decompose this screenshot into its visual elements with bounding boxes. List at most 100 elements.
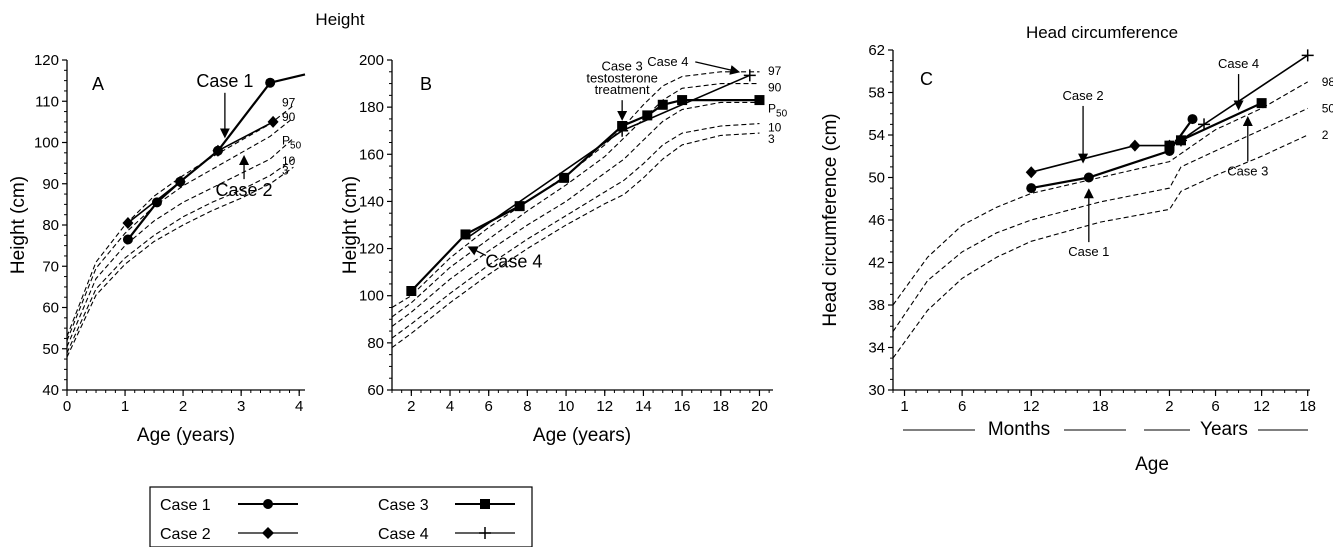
x-axis-title: Age (years) — [533, 425, 631, 446]
percentile-label-90: 90 — [282, 110, 296, 124]
series-line-case-2 — [127, 121, 274, 224]
data-point-case-3 — [559, 172, 570, 183]
y-tick-label: 140 — [359, 193, 384, 210]
y-tick-label: 70 — [42, 258, 59, 275]
data-point-case-3 — [1256, 98, 1267, 109]
y-tick-label: 50 — [42, 341, 59, 358]
height-title: Height — [315, 10, 364, 29]
y-tick-label: 120 — [34, 52, 59, 69]
x-tick-label: 10 — [558, 398, 575, 415]
x-tick-label: 0 — [63, 398, 71, 415]
y-tick-label: 38 — [868, 297, 885, 314]
x-tick-label: 4 — [446, 398, 454, 415]
y-tick-label: 30 — [868, 382, 885, 399]
years-group-label: Years — [1200, 419, 1248, 440]
legend: Case 1 Case 2 Case 3 Case 4 — [149, 486, 533, 547]
panel-c-head-circumference-chart: 30 34 38 42 46 50 54 58 62 1 6 12 18 2 6 12 18 Months Year… — [820, 42, 1333, 475]
y-tick-label: 80 — [42, 217, 59, 234]
percentile-curve-50 — [892, 107, 1308, 332]
data-point-case-2 — [122, 216, 134, 229]
annotation-case-4: Case 4 — [485, 251, 542, 271]
percentile-label-97: 97 — [768, 64, 782, 78]
y-tick-label: 200 — [359, 52, 384, 69]
annotation-case-1: Case 1 — [1068, 244, 1109, 259]
legend-marker-cross — [479, 527, 491, 539]
data-point-case-2 — [1129, 139, 1141, 152]
y-tick-label: 60 — [42, 300, 59, 317]
y-tick-label: 50 — [868, 170, 885, 187]
data-point-case-3 — [514, 201, 525, 212]
legend-box — [149, 486, 533, 547]
y-tick-label: 120 — [359, 241, 384, 258]
x-axis-title: Age — [1135, 454, 1169, 475]
annotation-case-3: Case 3 — [1227, 163, 1268, 178]
percentile-curve-98 — [892, 81, 1308, 306]
legend-item-case-3: Case 3 — [378, 497, 515, 514]
percentile-curve-2 — [892, 134, 1308, 359]
panel-a-height-chart: 40 50 60 70 80 90 100 110 120 0 1 2 3 4 Age (years) Hei… — [8, 52, 306, 446]
x-tick-label: 18 — [1299, 398, 1316, 415]
data-point-case-3 — [460, 229, 471, 240]
x-tick-label: 6 — [1211, 398, 1219, 415]
percentile-curve-3 — [66, 166, 294, 358]
legend-label: Case 4 — [378, 526, 429, 543]
data-point-case-3 — [677, 95, 688, 106]
data-point-case-1 — [265, 77, 276, 88]
x-tick-label: 2 — [1165, 398, 1173, 415]
data-point-case-4 — [1198, 118, 1211, 131]
percentile-curve-p50 — [391, 101, 760, 327]
x-tick-label: 18 — [712, 398, 729, 415]
data-point-case-3 — [1164, 140, 1175, 151]
percentile-label-subscript: 50 — [290, 140, 302, 151]
annotation-case-3: Case 3 — [602, 59, 643, 74]
percentile-curve-90 — [66, 117, 294, 341]
data-point-case-1 — [1026, 183, 1037, 194]
annotation-case-4: Case 4 — [1218, 56, 1259, 71]
x-tick-label: 3 — [237, 398, 245, 415]
series-line-case-1 — [127, 73, 306, 241]
y-tick-label: 58 — [868, 85, 885, 102]
y-axis-title: Height (cm) — [8, 176, 29, 274]
data-point-case-2 — [267, 115, 279, 128]
data-point-case-2 — [1025, 166, 1037, 179]
annotation-case-4: Case 4 — [647, 54, 688, 69]
percentile-label-50: 50 — [1322, 101, 1333, 115]
percentile-label-98: 98 — [1322, 75, 1333, 89]
y-tick-label: 160 — [359, 146, 384, 163]
x-tick-label: 6 — [485, 398, 493, 415]
data-point-case-4 — [616, 124, 629, 137]
percentile-label-10: 10 — [282, 154, 296, 168]
percentile-curve-3 — [391, 132, 760, 349]
x-tick-label: 6 — [958, 398, 966, 415]
annotation-case-2: Case 2 — [216, 180, 273, 200]
percentile-label-10: 10 — [768, 121, 782, 135]
x-tick-label: 12 — [1253, 398, 1270, 415]
y-tick-label: 100 — [34, 135, 59, 152]
legend-marker-circle — [263, 499, 273, 509]
legend-label: Case 3 — [378, 497, 429, 514]
series-line-case-2 — [1031, 144, 1170, 173]
x-tick-label: 2 — [179, 398, 187, 415]
percentile-curve-10 — [391, 123, 760, 339]
percentile-label-3: 3 — [768, 132, 775, 146]
y-tick-label: 62 — [868, 42, 885, 59]
y-tick-label: 80 — [367, 335, 384, 352]
annotation-testosterone: testosterone — [586, 70, 658, 85]
annotation-case-2: Case 2 — [1062, 88, 1103, 103]
percentile-curve-p50 — [66, 137, 294, 347]
percentile-label-3: 3 — [282, 163, 289, 177]
y-tick-label: 110 — [35, 93, 59, 110]
percentile-label-p50: P50 — [768, 101, 788, 119]
y-axis-title: Height (cm) — [340, 176, 361, 274]
y-tick-label: 54 — [868, 127, 885, 144]
percentile-label-97: 97 — [282, 95, 296, 109]
percentile-label-subscript: 50 — [776, 108, 788, 119]
y-tick-label: 180 — [359, 99, 384, 116]
data-point-case-3 — [754, 95, 765, 106]
x-tick-label: 1 — [900, 398, 908, 415]
x-tick-label: 12 — [596, 398, 613, 415]
panel-letter: C — [920, 69, 933, 89]
annotation-case-1: Case 1 — [196, 71, 253, 91]
data-point-case-3 — [406, 286, 417, 296]
